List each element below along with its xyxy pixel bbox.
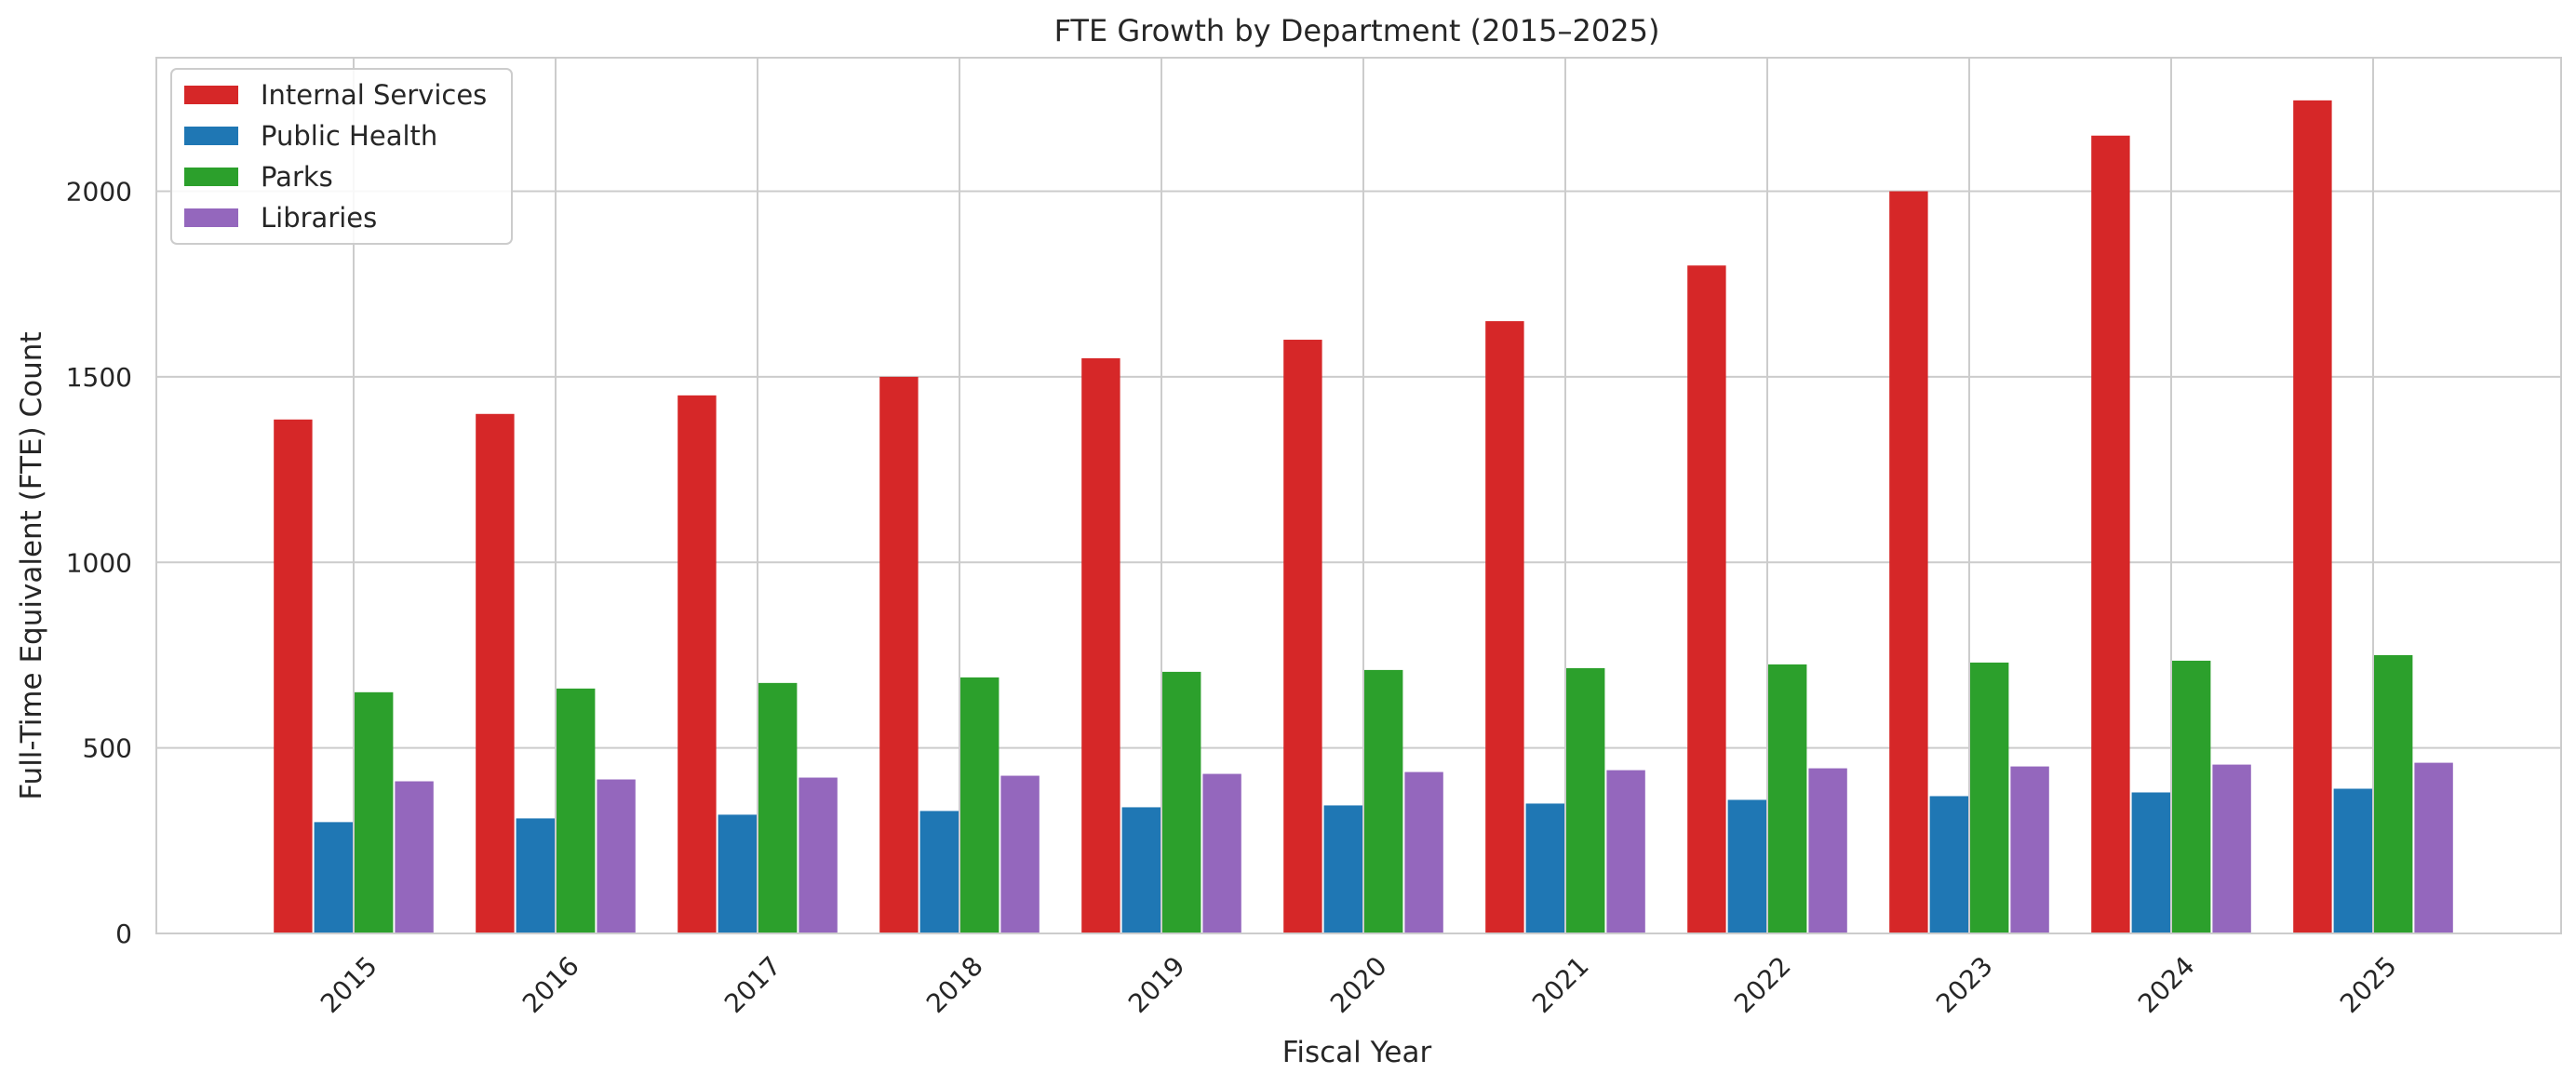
bar: [1162, 671, 1201, 933]
bar: [1121, 807, 1161, 933]
bar: [2091, 135, 2130, 934]
legend-label: Parks: [261, 161, 333, 193]
legend-item: Public Health: [184, 120, 437, 152]
bar: [2010, 766, 2049, 933]
bar: [274, 419, 313, 933]
bar: [1929, 796, 1968, 933]
x-tick-label: 2019: [1122, 950, 1191, 1019]
y-tick-label: 1500: [66, 362, 132, 393]
legend-swatch: [184, 127, 238, 145]
legend-item: Libraries: [184, 202, 377, 234]
x-tick-label: 2016: [517, 950, 585, 1019]
bar: [1768, 664, 1807, 933]
series-libraries: [395, 762, 2453, 933]
bar: [919, 811, 959, 933]
bar: [1889, 191, 1928, 934]
bar: [314, 822, 353, 933]
x-tick-label: 2023: [1930, 950, 1999, 1019]
bar: [597, 779, 636, 933]
bar: [557, 688, 596, 933]
bar: [1525, 803, 1564, 933]
bar: [758, 682, 798, 933]
bar: [2333, 788, 2372, 933]
bar: [2293, 100, 2332, 933]
y-axis-title: Full-Time Equivalent (FTE) Count: [15, 331, 48, 799]
bar: [516, 818, 555, 933]
bar: [476, 413, 515, 933]
y-tick-label: 500: [83, 733, 132, 764]
chart-title: FTE Growth by Department (2015–2025): [1054, 13, 1660, 48]
bar: [1283, 340, 1322, 933]
bar: [1404, 772, 1443, 933]
bar: [1970, 662, 2009, 933]
x-tick-label: 2017: [718, 950, 787, 1019]
legend-swatch: [184, 168, 238, 186]
bar: [1687, 265, 1726, 933]
bar: [2212, 764, 2251, 933]
x-tick-label: 2022: [1728, 950, 1797, 1019]
bar: [718, 814, 757, 933]
bar: [1081, 357, 1120, 933]
legend-box: [170, 68, 513, 245]
bar: [1606, 770, 1645, 933]
bar: [678, 395, 717, 933]
bar: [1364, 669, 1403, 933]
bar: [395, 781, 434, 933]
y-tick-label: 2000: [66, 177, 132, 208]
x-tick-label: 2020: [1324, 950, 1393, 1019]
legend-item: Internal Services: [184, 79, 487, 111]
x-axis-title: Fiscal Year: [1282, 1036, 1432, 1069]
legend-label: Libraries: [261, 202, 377, 234]
plot-frame: [155, 57, 2562, 934]
y-tick-label: 1000: [66, 547, 132, 578]
bar: [2374, 654, 2413, 933]
series-parks: [355, 654, 2413, 933]
bars: [274, 100, 2453, 934]
bar: [1808, 768, 1847, 933]
bar: [1485, 321, 1524, 934]
bar: [1202, 773, 1241, 933]
legend-item: Parks: [184, 161, 333, 193]
series-internal-services: [274, 100, 2332, 934]
y-axis-ticks: 0 500 1000 1500 2000: [66, 177, 132, 949]
bar: [2131, 792, 2170, 933]
x-tick-label: 2025: [2334, 950, 2403, 1019]
bar: [355, 691, 394, 933]
x-tick-label: 2015: [315, 950, 383, 1019]
legend-label: Public Health: [261, 120, 437, 152]
bar: [1566, 667, 1605, 933]
bar: [2172, 660, 2211, 933]
y-tick-label: 0: [115, 919, 132, 949]
legend-label: Internal Services: [261, 79, 487, 111]
legend-swatch: [184, 86, 238, 104]
x-axis-ticks: 2015 2016 2017 2018 2019 2020 2021 2022 2023 2024…: [315, 950, 2403, 1019]
x-tick-label: 2024: [2132, 950, 2201, 1019]
series-public-health: [314, 788, 2372, 933]
bar: [1000, 775, 1040, 933]
bar: [2414, 762, 2453, 933]
x-tick-label: 2021: [1526, 950, 1595, 1019]
bar: [798, 777, 838, 933]
bar: [960, 677, 1000, 933]
legend-swatch: [184, 208, 238, 227]
legend: Internal Services Public Health Parks Libra…: [170, 68, 513, 245]
bar: [879, 376, 919, 934]
bar: [1727, 799, 1766, 933]
x-tick-label: 2018: [920, 950, 989, 1019]
bar: [1323, 805, 1362, 933]
